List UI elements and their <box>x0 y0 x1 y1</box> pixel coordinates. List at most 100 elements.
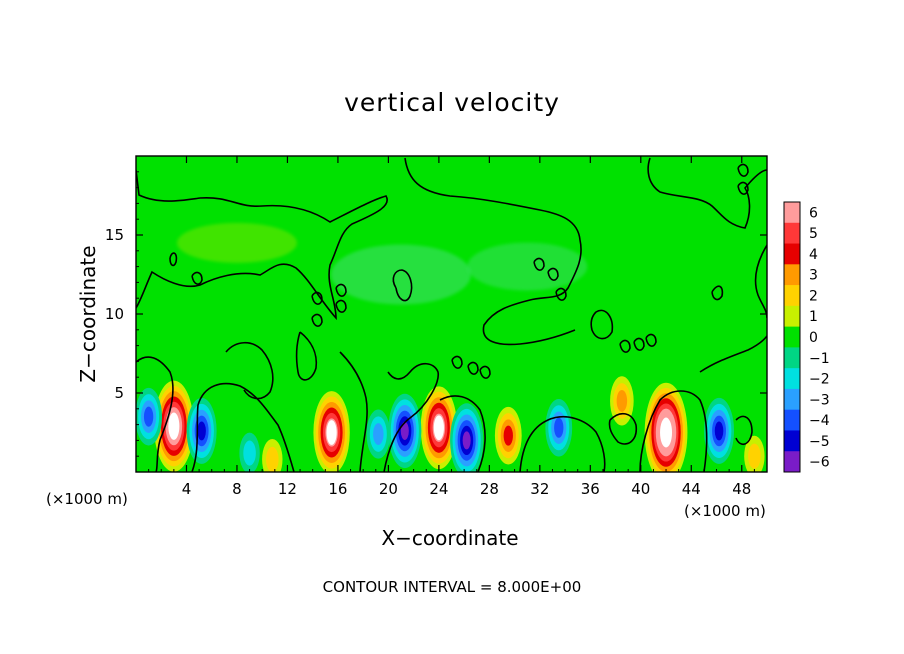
downdraft-cell <box>714 421 724 441</box>
colorbar-frame <box>783 201 801 473</box>
colorbar-swatch <box>784 264 800 286</box>
contour-line <box>136 169 388 321</box>
contour-line <box>311 313 323 327</box>
updraft-cell-core <box>326 420 337 445</box>
field-haze <box>176 222 297 263</box>
colorbar-label: −5 <box>809 434 830 450</box>
colorbar-label: −4 <box>809 413 830 429</box>
contour-line <box>711 285 724 301</box>
x-tick-label: 8 <box>232 480 242 498</box>
colorbar-swatch <box>784 451 800 473</box>
colorbar-swatch <box>784 430 800 452</box>
contour-line <box>737 181 749 195</box>
contour-line <box>392 269 413 302</box>
velocity-field <box>136 156 767 472</box>
contour-line <box>519 416 606 472</box>
colorbar-label: 6 <box>809 205 818 221</box>
contour-line <box>383 362 439 472</box>
colorbar-swatch <box>784 388 800 411</box>
contour-line <box>555 287 567 301</box>
contour-line <box>533 257 545 271</box>
downdraft-cell <box>243 440 256 466</box>
colorbar-swatch <box>784 285 800 307</box>
colorbar-swatch <box>784 347 800 369</box>
colorbar-swatch <box>784 305 800 328</box>
contour-line <box>191 382 295 472</box>
colorbar-swatch <box>784 222 800 245</box>
x-tick-label: 12 <box>278 480 297 498</box>
updraft-cell <box>266 446 279 472</box>
y-tick-label: 10 <box>105 305 124 323</box>
contour-line <box>479 365 491 379</box>
colorbar-label: −6 <box>809 455 830 471</box>
x-tick-label: 4 <box>182 480 192 498</box>
contour-line <box>225 341 274 400</box>
contour-line <box>335 283 347 297</box>
contour-line <box>547 267 559 281</box>
contour-line <box>735 415 753 445</box>
colorbar-swatch <box>784 409 800 431</box>
contour-line <box>335 299 347 313</box>
colorbar-label: 0 <box>809 330 818 346</box>
downdraft-cell <box>554 417 564 438</box>
contour-line <box>136 356 174 472</box>
contour-line <box>339 351 368 472</box>
colorbar-label: 2 <box>809 288 818 304</box>
contour-line <box>645 333 657 347</box>
downdraft-cell <box>373 423 384 446</box>
contour-line <box>169 252 178 267</box>
field-haze <box>467 242 588 291</box>
contour-line <box>311 291 323 305</box>
y-axis-label: Z−coordinate <box>76 245 100 383</box>
updraft-cell-core <box>660 417 673 448</box>
contour-interval-note: CONTOUR INTERVAL = 8.000E+00 <box>322 578 582 596</box>
colorbar-swatch <box>784 202 800 224</box>
contour-line <box>608 412 638 445</box>
x-axis-label: X−coordinate <box>381 526 519 550</box>
colorbar-label: 5 <box>809 226 818 242</box>
x-axis: 4 8 12 16 20 24 28 32 36 40 44 48 <box>148 156 755 498</box>
x-tick-label: 32 <box>530 480 549 498</box>
downdraft-cell <box>197 421 206 441</box>
colorbar-label: 4 <box>809 247 818 263</box>
contour-line <box>737 163 749 177</box>
updraft-cell-core <box>168 412 180 440</box>
updraft-cell <box>748 443 761 469</box>
x-tick-label: 24 <box>429 480 448 498</box>
y-tick-label: 15 <box>105 226 124 244</box>
x-unit-left: (×1000 m) <box>46 490 128 508</box>
contour-line <box>619 339 631 353</box>
updraft-cell <box>503 425 513 446</box>
y-tick-label: 5 <box>114 384 124 402</box>
colorbar: 6 5 4 3 2 1 0 −1 −2 −3 −4 −5 −6 <box>783 201 830 473</box>
x-tick-label: 48 <box>732 480 751 498</box>
chart-title: vertical velocity <box>344 88 560 117</box>
updraft-cell-core <box>433 415 444 441</box>
contour-line <box>295 331 318 381</box>
contour-line <box>439 395 486 472</box>
contour-line <box>404 157 582 346</box>
field-haze <box>331 244 472 305</box>
colorbar-label: 1 <box>809 309 818 325</box>
colorbar-label: −3 <box>809 392 830 408</box>
x-tick-label: 16 <box>328 480 347 498</box>
x-tick-label: 36 <box>581 480 600 498</box>
contour-line <box>590 309 614 340</box>
contour-line <box>699 335 767 373</box>
colorbar-label: −1 <box>809 351 830 367</box>
y-axis: 5 10 15 <box>105 171 767 457</box>
colorbar-label: −2 <box>809 372 830 388</box>
x-tick-label: 40 <box>631 480 650 498</box>
x-unit-right: (×1000 m) <box>684 502 766 520</box>
downdraft-cell <box>143 406 154 427</box>
contour-line <box>639 390 708 472</box>
updraft-cell <box>616 389 628 412</box>
colorbar-swatch <box>784 243 800 265</box>
contour-line <box>191 271 203 285</box>
contour-lines <box>136 157 767 472</box>
contour-line <box>467 361 479 375</box>
contour-line <box>451 355 463 369</box>
downdraft-cell <box>462 431 471 450</box>
